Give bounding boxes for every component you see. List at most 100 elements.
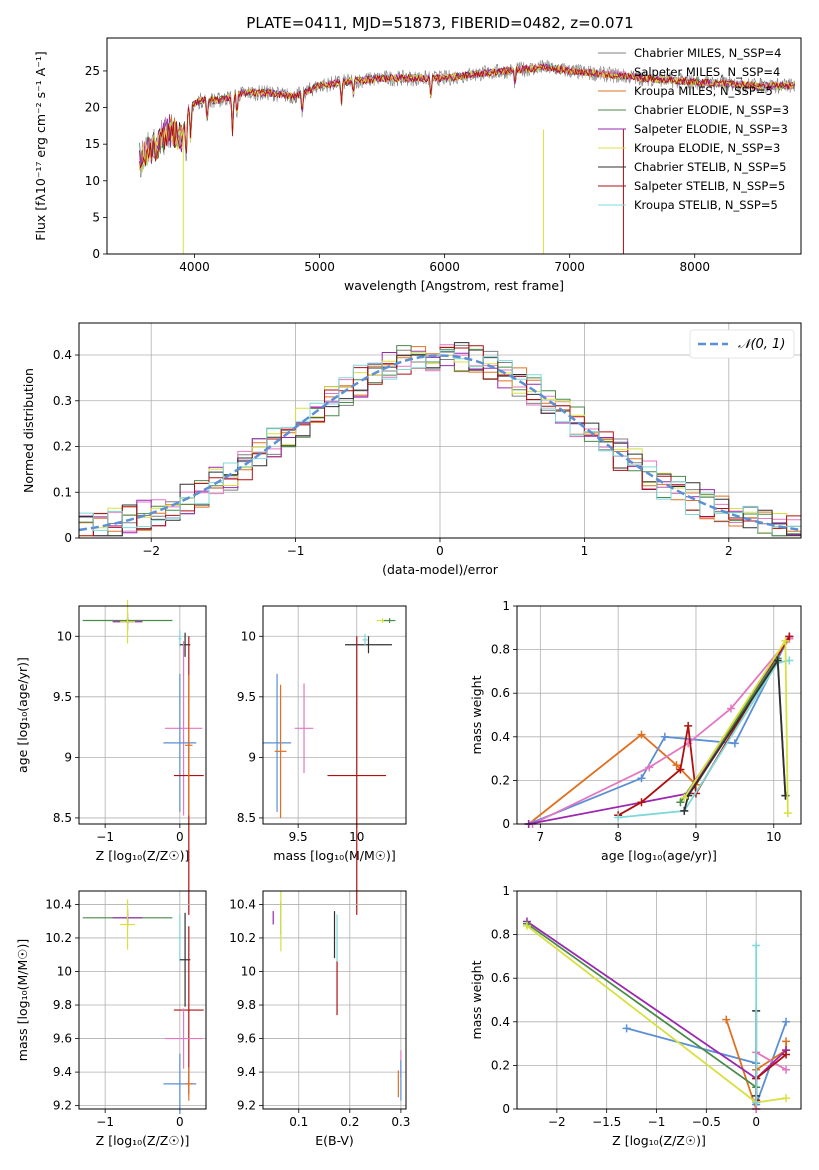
legend-box bbox=[689, 329, 795, 359]
y-tick-label: 10.4 bbox=[45, 897, 72, 911]
x-tick-label: −1 bbox=[96, 830, 114, 844]
x-tick-label: 0.3 bbox=[391, 1115, 410, 1129]
y-tick-label: 9.4 bbox=[237, 1065, 256, 1079]
legend-entry: Kroupa MILES, N_SSP=5 bbox=[634, 84, 773, 98]
x-tick-label: 1 bbox=[581, 544, 589, 558]
weight-marker bbox=[614, 813, 623, 822]
normal-curve bbox=[78, 354, 802, 532]
weight-marker bbox=[684, 721, 693, 730]
plot-area bbox=[78, 342, 802, 537]
x-axis-label: mass [log₁₀(M/M☉)] bbox=[273, 848, 395, 863]
plot-area bbox=[82, 899, 204, 1115]
weight-series-5 bbox=[618, 659, 790, 819]
y-tick-label: 10.4 bbox=[229, 897, 256, 911]
y-tick-label: 1 bbox=[502, 599, 510, 613]
weight-marker bbox=[773, 656, 782, 665]
y-tick-label: 0.8 bbox=[491, 643, 510, 657]
weight-marker bbox=[783, 809, 792, 818]
panel-spectrum: 4000 5000 6000 7000 8000 0 5 10 15 20 25 wavelength… bbox=[33, 37, 802, 293]
axes-frame bbox=[262, 890, 407, 1110]
x-tick-label: 0.2 bbox=[340, 1115, 359, 1129]
plot-area bbox=[524, 632, 794, 828]
y-tick-label: 20 bbox=[85, 101, 100, 115]
x-tick-label: 8000 bbox=[679, 260, 710, 274]
axes-frame bbox=[78, 890, 207, 1110]
weight-marker bbox=[752, 1098, 761, 1107]
plot-area bbox=[82, 599, 204, 915]
y-tick-label: 5 bbox=[92, 210, 100, 224]
y-axis-label: mass weight bbox=[469, 960, 484, 1039]
weight-marker bbox=[781, 636, 790, 645]
plot-area bbox=[522, 917, 791, 1113]
x-tick-label: −1 bbox=[648, 1115, 666, 1129]
y-tick-label: 0.3 bbox=[53, 394, 72, 408]
weight-series-0 bbox=[528, 638, 791, 825]
y-tick-label: 9.4 bbox=[53, 1065, 72, 1079]
x-tick-label: 0 bbox=[176, 1115, 184, 1129]
y-tick-label: 9 bbox=[248, 750, 256, 764]
axes-frame bbox=[516, 605, 802, 825]
x-tick-label: −1 bbox=[96, 1115, 114, 1129]
x-tick-label: −2 bbox=[548, 1115, 566, 1129]
weight-marker bbox=[622, 1024, 631, 1033]
y-tick-label: 9 bbox=[64, 750, 72, 764]
y-tick-label: 10.2 bbox=[45, 931, 72, 945]
y-axis-label: mass weight bbox=[469, 675, 484, 754]
legend-entry: 𝒩(0, 1) bbox=[738, 337, 785, 352]
legend: Chabrier MILES, N_SSP=4 Salpeter MILES, N… bbox=[598, 46, 789, 212]
y-tick-label: 9.2 bbox=[237, 1099, 256, 1113]
y-tick-label: 0.2 bbox=[53, 440, 72, 454]
weight-marker bbox=[722, 1015, 731, 1024]
legend-entry: Salpeter STELIB, N_SSP=5 bbox=[634, 179, 785, 193]
y-tick-label: 10.2 bbox=[229, 931, 256, 945]
axes-frame bbox=[516, 890, 802, 1110]
x-axis-label: E(B-V) bbox=[315, 1133, 354, 1148]
y-tick-label: 8.5 bbox=[53, 811, 72, 825]
legend-entry: Salpeter MILES, N_SSP=4 bbox=[634, 65, 780, 79]
panel-mass_weight_vs_Z: −2 −1.5 −1 −0.5 0 0 0.2 0.4 0.6 0.8 1 Z [log₁₀(Z/Z☉… bbox=[469, 884, 802, 1148]
y-tick-label: 9.6 bbox=[53, 1032, 72, 1046]
weight-series-1 bbox=[528, 636, 791, 825]
y-axis-label: mass [log₁₀(M/M☉)] bbox=[15, 939, 30, 1061]
y-tick-label: 0 bbox=[92, 247, 100, 261]
x-axis-label: Z [log₁₀(Z/Z☉)] bbox=[96, 848, 190, 863]
legend-entry: Kroupa STELIB, N_SSP=5 bbox=[634, 198, 778, 212]
weight-marker bbox=[785, 632, 794, 641]
panel-residuals: −2 −1 0 1 2 0 0.1 0.2 0.3 0.4 (data-model)/error No… bbox=[21, 322, 802, 577]
weight-series-4 bbox=[617, 636, 791, 817]
x-axis-label: Z [log₁₀(Z/Z☉)] bbox=[96, 1133, 190, 1148]
x-tick-label: 9 bbox=[692, 830, 700, 844]
y-tick-label: 0 bbox=[64, 531, 72, 545]
y-tick-label: 9.6 bbox=[237, 1032, 256, 1046]
y-axis-label: Flux [fλ10⁻¹⁷ erg cm⁻² s⁻¹ A⁻¹] bbox=[33, 51, 48, 240]
y-tick-label: 9.5 bbox=[237, 690, 256, 704]
weight-marker bbox=[676, 798, 685, 807]
x-tick-label: 0 bbox=[752, 1115, 760, 1129]
y-tick-label: 0 bbox=[502, 817, 510, 831]
panel-age_vs_Z: −1 0 8.5 9 9.5 10 Z [log₁₀(Z/Z☉)] age [log₁₀(ag… bbox=[15, 599, 207, 915]
weight-marker bbox=[730, 739, 739, 748]
x-tick-label: 7 bbox=[537, 830, 545, 844]
y-tick-label: 0.6 bbox=[491, 686, 510, 700]
y-tick-label: 0.6 bbox=[491, 971, 510, 985]
y-tick-label: 25 bbox=[85, 64, 100, 78]
weight-marker bbox=[645, 763, 654, 772]
weight-series-7 bbox=[683, 657, 787, 812]
histogram-series-8 bbox=[79, 349, 801, 534]
x-tick-label: 0 bbox=[176, 830, 184, 844]
y-tick-label: 10 bbox=[57, 964, 72, 978]
x-tick-label: −1.5 bbox=[592, 1115, 621, 1129]
spectrum-series-8 bbox=[139, 63, 796, 172]
y-axis-label: Normed distribution bbox=[21, 368, 36, 493]
x-tick-label: 7000 bbox=[554, 260, 585, 274]
x-tick-label: 9.5 bbox=[289, 830, 308, 844]
panel-mass_vs_ebv: 0.1 0.2 0.3 9.2 9.4 9.6 9.8 10 10.2 10.4 E(B-V) bbox=[229, 890, 410, 1148]
y-tick-label: 9.8 bbox=[53, 998, 72, 1012]
y-tick-label: 0.1 bbox=[53, 485, 72, 499]
weight-marker bbox=[785, 656, 794, 665]
y-tick-label: 0.8 bbox=[491, 928, 510, 942]
y-tick-label: 9.5 bbox=[53, 690, 72, 704]
weight-marker bbox=[726, 704, 735, 713]
x-tick-label: −2 bbox=[142, 544, 160, 558]
